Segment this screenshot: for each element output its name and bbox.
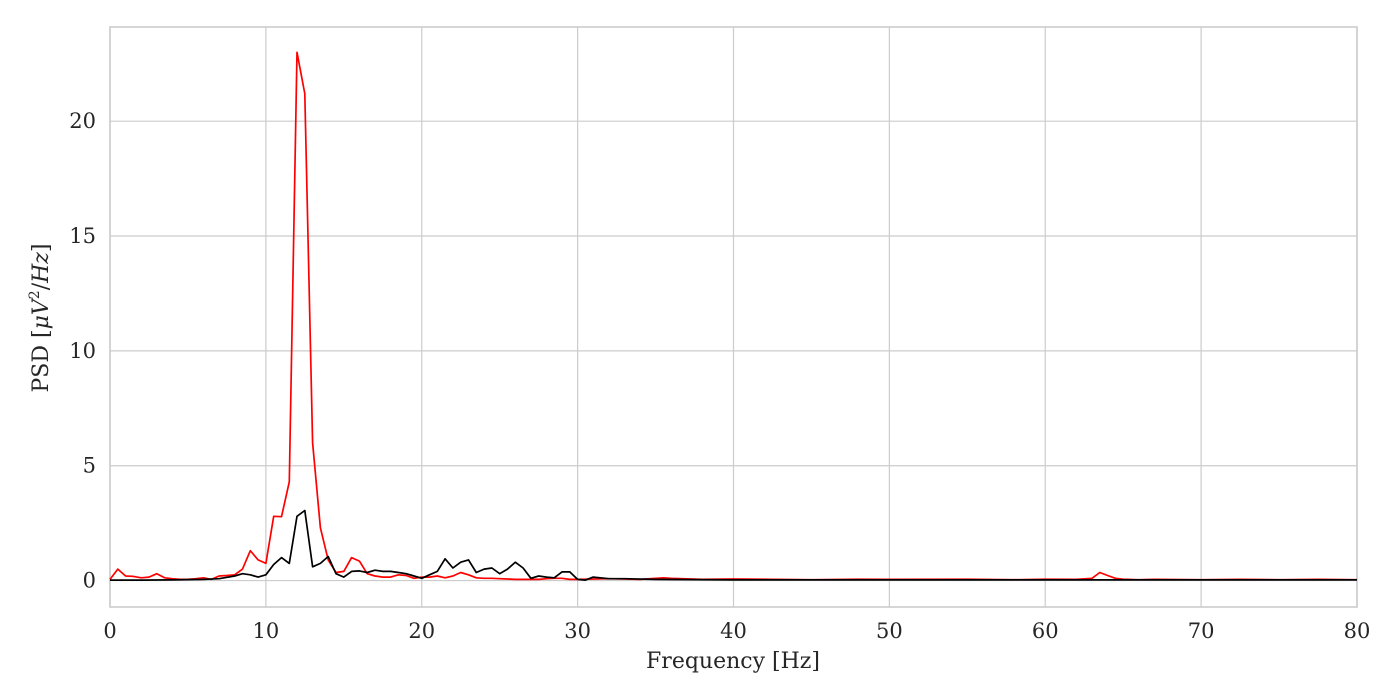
x-tick-label: 30 — [564, 619, 591, 643]
plot-frame — [109, 26, 1358, 608]
y-axis-label-prefix: PSD [ — [29, 329, 54, 392]
y-axis-label-exponent: 2 — [27, 290, 43, 299]
y-axis-label: PSD [μV2/Hz] — [27, 244, 54, 393]
x-tick-label: 70 — [1188, 619, 1215, 643]
y-tick-label: 15 — [69, 224, 96, 248]
y-tick-label: 10 — [69, 339, 96, 363]
y-tick-label: 5 — [83, 454, 96, 478]
x-tick-labels: 0 10 20 30 40 50 60 70 80 — [103, 619, 1370, 643]
x-tick-label: 60 — [1032, 619, 1059, 643]
x-tick-label: 10 — [253, 619, 280, 643]
x-tick-label: 0 — [103, 619, 116, 643]
y-tick-labels: 0 5 10 15 20 — [69, 109, 96, 592]
y-axis-label-slash: / — [29, 282, 54, 290]
x-tick-label: 50 — [876, 619, 903, 643]
x-tick-label: 40 — [720, 619, 747, 643]
x-tick-label: 80 — [1344, 619, 1371, 643]
y-tick-label: 20 — [69, 109, 96, 133]
y-axis-label-suffix: ] — [29, 244, 54, 253]
series-line-2 — [110, 509, 1357, 581]
y-tick-label: 0 — [83, 569, 96, 593]
y-axis-label-unit-mu: μV — [29, 297, 54, 329]
series-layer — [109, 51, 1358, 581]
x-tick-label: 20 — [408, 619, 435, 643]
y-axis-label-unit-hz: Hz — [29, 252, 54, 284]
x-axis-label: Frequency [Hz] — [646, 649, 820, 674]
